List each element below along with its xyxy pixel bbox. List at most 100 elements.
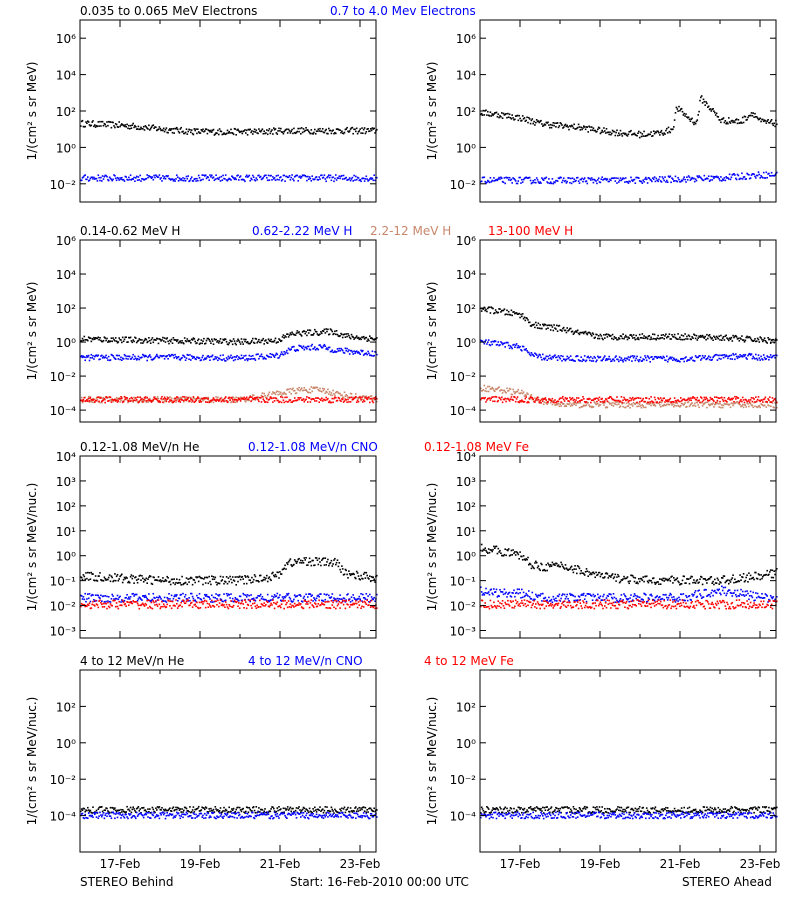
data-point bbox=[534, 401, 536, 403]
data-point bbox=[288, 391, 291, 393]
data-point bbox=[706, 397, 708, 400]
data-point bbox=[675, 401, 678, 403]
data-point bbox=[96, 355, 99, 357]
data-point bbox=[593, 178, 596, 181]
data-point bbox=[317, 389, 320, 391]
data-point bbox=[200, 179, 203, 181]
data-point bbox=[325, 348, 327, 350]
data-point bbox=[235, 598, 237, 600]
data-point bbox=[660, 357, 663, 359]
data-point bbox=[283, 351, 285, 353]
data-point bbox=[339, 568, 341, 571]
data-point bbox=[483, 306, 486, 309]
data-point bbox=[264, 357, 266, 360]
data-point bbox=[744, 404, 747, 406]
data-point bbox=[633, 132, 636, 135]
data-point bbox=[252, 176, 255, 178]
data-point bbox=[168, 177, 170, 180]
data-point bbox=[206, 401, 209, 403]
data-point bbox=[659, 404, 661, 406]
data-point bbox=[769, 175, 772, 177]
data-point bbox=[218, 399, 221, 401]
data-point bbox=[550, 324, 553, 327]
data-point bbox=[215, 396, 217, 398]
data-point bbox=[756, 398, 759, 401]
data-point bbox=[635, 176, 637, 179]
data-point bbox=[180, 584, 182, 586]
data-point bbox=[373, 397, 375, 399]
data-point bbox=[746, 172, 748, 175]
data-point bbox=[618, 406, 621, 409]
data-point bbox=[712, 402, 714, 405]
data-point bbox=[645, 356, 647, 359]
data-point bbox=[208, 129, 210, 132]
data-point bbox=[605, 128, 608, 130]
data-point bbox=[700, 397, 703, 399]
data-point bbox=[355, 336, 357, 339]
data-point bbox=[98, 125, 100, 127]
data-point bbox=[665, 129, 667, 132]
data-point bbox=[268, 179, 271, 181]
data-point bbox=[565, 331, 568, 334]
data-point bbox=[181, 600, 183, 602]
data-point bbox=[526, 177, 528, 179]
data-point bbox=[551, 397, 554, 400]
data-point bbox=[498, 308, 500, 310]
data-point bbox=[357, 131, 360, 133]
data-point bbox=[586, 398, 589, 400]
data-point bbox=[127, 581, 129, 584]
data-point bbox=[341, 598, 343, 600]
data-point bbox=[563, 329, 566, 332]
data-point bbox=[633, 337, 636, 339]
data-point bbox=[686, 398, 689, 401]
data-point bbox=[319, 178, 321, 180]
data-point bbox=[105, 602, 107, 605]
data-point bbox=[326, 132, 328, 135]
data-point bbox=[175, 178, 177, 180]
data-point bbox=[711, 337, 713, 339]
data-point bbox=[602, 400, 604, 403]
data-point bbox=[502, 309, 505, 312]
data-point bbox=[168, 397, 170, 399]
data-point bbox=[576, 329, 579, 332]
data-point bbox=[195, 180, 197, 182]
data-point bbox=[755, 177, 757, 179]
data-point bbox=[125, 398, 127, 401]
data-point bbox=[161, 129, 163, 131]
data-point bbox=[603, 178, 605, 181]
data-point bbox=[748, 401, 751, 403]
data-point bbox=[759, 406, 761, 409]
data-point bbox=[334, 557, 336, 560]
data-point bbox=[359, 337, 361, 340]
data-point bbox=[198, 343, 201, 345]
data-point bbox=[337, 396, 340, 399]
data-point bbox=[537, 355, 540, 358]
data-point bbox=[117, 126, 120, 128]
data-point bbox=[93, 125, 95, 128]
data-point bbox=[715, 402, 718, 404]
data-point bbox=[544, 124, 547, 126]
data-point bbox=[624, 398, 626, 400]
data-point bbox=[183, 399, 185, 402]
data-point bbox=[92, 573, 94, 575]
data-point bbox=[654, 405, 657, 407]
data-point bbox=[362, 593, 364, 596]
data-point bbox=[542, 323, 544, 326]
data-point bbox=[317, 179, 320, 181]
data-point bbox=[607, 180, 610, 183]
data-point bbox=[577, 402, 580, 404]
data-point bbox=[578, 406, 581, 409]
data-point bbox=[554, 327, 556, 329]
data-point bbox=[538, 401, 541, 403]
data-point bbox=[706, 406, 708, 409]
data-point bbox=[680, 107, 683, 110]
data-point bbox=[281, 131, 284, 133]
data-point bbox=[220, 396, 223, 399]
data-point bbox=[120, 339, 122, 341]
data-point bbox=[601, 359, 603, 362]
data-point bbox=[700, 334, 702, 337]
data-point bbox=[332, 599, 334, 602]
data-point bbox=[280, 179, 283, 182]
data-point bbox=[282, 399, 285, 401]
data-point bbox=[128, 178, 131, 181]
